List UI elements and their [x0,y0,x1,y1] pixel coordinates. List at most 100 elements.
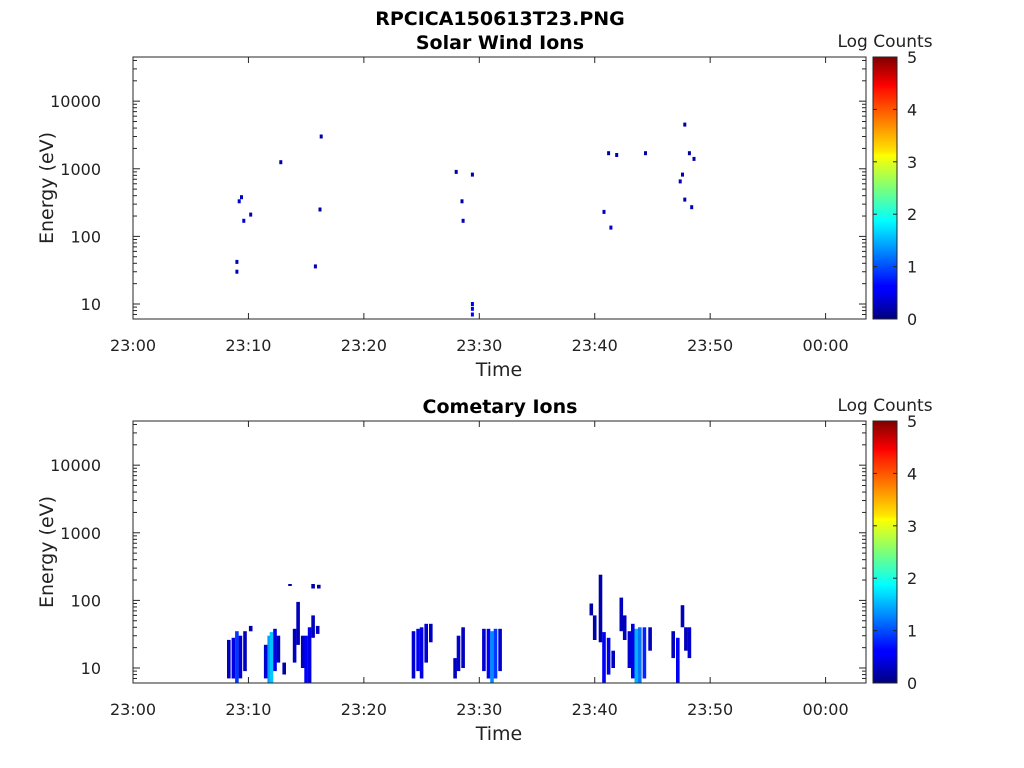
data-cell [644,151,647,156]
data-cell [470,302,474,306]
colorbar-gradient [872,420,898,684]
data-cell [424,623,428,663]
data-cell [227,639,231,679]
data-cell [638,627,642,683]
y-tick-label: 10000 [50,92,101,111]
panel-title: Solar Wind Ions [416,32,584,54]
axes: 23:00 23:10 23:20 23:30 23:40 23:50 00:00 10 100… [50,57,866,355]
x-tick-label: 00:00 [803,336,849,355]
data-cell [276,635,281,663]
x-tick-label: 23:00 [110,700,156,719]
colorbar-gradient [872,56,898,320]
data-cell [678,179,682,184]
data-cell [453,658,457,679]
x-tick-label: 23:40 [572,336,618,355]
data-cell [676,637,680,683]
x-tick-label: 23:00 [110,336,156,355]
y-tick-label: 10 [81,659,101,678]
colorbar-ticks: 0 1 2 3 4 5 [873,48,917,329]
colorbar-tick-label: 1 [907,622,917,641]
x-tick-label: 23:10 [225,336,271,355]
y-tick-label: 1000 [60,160,101,179]
data-cell [267,635,271,683]
colorbar-ticks: 0 1 2 3 4 5 [873,412,917,693]
data-cell [589,603,594,616]
y-tick-label: 1000 [60,524,101,543]
data-cell [684,627,688,651]
data-cell [454,169,458,174]
plot-area [235,122,696,317]
y-tick-label: 10 [81,295,101,314]
axes: 23:00 23:10 23:20 23:30 23:40 23:50 00:00 10 100… [50,421,866,719]
data-cell [692,156,696,161]
x-axis-label: Time [475,723,523,745]
data-cell [470,172,474,177]
data-cell [237,199,241,204]
y-tick-label: 100 [70,591,101,610]
panel-solar-wind: Solar Wind Ions 23:00 23:10 23:20 23:30 23:4… [36,32,933,381]
data-cell [615,153,619,157]
colorbar-tick-label: 3 [907,153,917,172]
data-cell [470,306,474,311]
colorbar: Log Counts 0 1 2 3 4 5 [837,396,932,693]
data-cell [429,623,433,643]
data-cell [263,644,268,679]
data-cell [470,312,474,317]
data-cell [296,601,300,645]
colorbar-tick-label: 4 [907,100,917,119]
colorbar-tick-label: 4 [907,464,917,483]
data-cell [607,151,611,156]
x-tick-label: 00:00 [803,700,849,719]
data-cell [619,597,624,632]
data-cell [269,632,274,683]
data-cell [460,199,464,204]
data-cell [307,627,312,683]
data-cell [235,631,239,683]
x-axis-label: Time [475,359,523,381]
data-cell [318,207,322,212]
data-cell [609,225,613,230]
colorbar-label: Log Counts [837,396,932,416]
data-cell [683,122,687,127]
data-cell [292,628,297,663]
data-cell [416,628,420,672]
data-cell [249,212,253,217]
data-cell [611,650,615,668]
data-cell [598,574,603,643]
data-cell [279,160,283,165]
data-cell [490,631,494,683]
data-cell [687,151,691,156]
data-cell [681,172,684,177]
data-cell [311,584,315,589]
data-cell [680,605,685,628]
panel-title: Cometary Ions [423,396,578,418]
colorbar-tick-label: 5 [907,412,917,431]
data-cell [592,615,597,640]
data-cell [683,197,687,202]
data-cell [456,635,461,672]
colorbar-tick-label: 5 [907,48,917,67]
data-cell [242,218,246,223]
data-cell [311,615,315,638]
y-tick-label: 100 [70,227,101,246]
y-axis-label: Energy (eV) [36,132,58,244]
data-cell [634,628,639,683]
x-tick-label: 23:50 [687,336,733,355]
data-cell [235,259,239,264]
data-cell [248,625,253,632]
data-cell [235,269,239,274]
data-cell [288,584,292,586]
data-cell [238,635,243,679]
data-cell [282,662,286,675]
colorbar-tick-label: 2 [907,205,917,224]
plot-frame [132,56,867,320]
x-tick-label: 23:30 [456,700,502,719]
y-axis-label: Energy (eV) [36,496,58,608]
colorbar: Log Counts 0 1 2 3 4 5 [837,32,932,329]
data-cell [231,637,236,679]
x-tick-label: 23:10 [225,700,271,719]
data-cell [482,628,486,672]
data-cell [690,205,694,210]
x-tick-label: 23:20 [341,700,387,719]
colorbar-label: Log Counts [837,32,932,52]
